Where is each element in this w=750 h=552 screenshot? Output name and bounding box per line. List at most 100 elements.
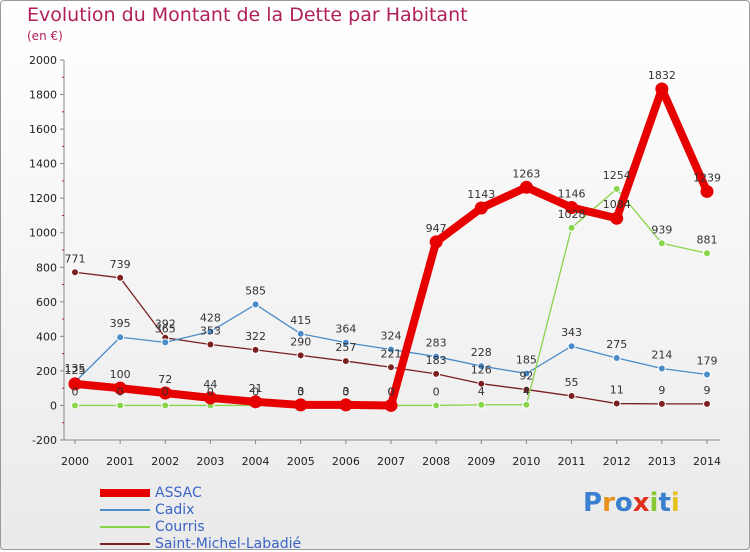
legend-label: Courris xyxy=(155,519,205,535)
data-label: 353 xyxy=(200,324,221,337)
data-point xyxy=(249,395,263,409)
legend-swatch xyxy=(100,489,150,497)
data-label: 92 xyxy=(519,370,533,383)
data-point xyxy=(477,362,486,371)
x-tick-label: 2005 xyxy=(287,455,315,468)
data-point xyxy=(612,353,621,362)
data-label: 0 xyxy=(388,385,395,398)
data-label: 228 xyxy=(471,346,492,359)
data-point xyxy=(657,399,666,408)
data-point xyxy=(522,369,531,378)
data-label: 0 xyxy=(72,385,79,398)
y-tick-label: 1000 xyxy=(29,227,57,240)
data-point xyxy=(432,369,441,378)
data-point xyxy=(657,364,666,373)
y-tick-label: 1400 xyxy=(29,158,57,171)
data-point xyxy=(294,398,308,412)
data-point xyxy=(655,82,669,96)
y-tick-label: -200 xyxy=(32,434,57,447)
y-tick-label: 1600 xyxy=(29,123,57,136)
data-label: 214 xyxy=(651,348,672,361)
data-label: 55 xyxy=(565,376,579,389)
data-point xyxy=(206,340,215,349)
data-point xyxy=(432,352,441,361)
y-tick-label: 800 xyxy=(36,261,57,274)
data-point xyxy=(387,363,395,372)
proxiti-logo: Proxiti xyxy=(583,488,680,518)
data-label: 771 xyxy=(65,252,86,265)
data-point xyxy=(519,180,533,194)
data-label: 183 xyxy=(426,354,447,367)
legend-item: Saint-Michel-Labadié xyxy=(100,536,400,552)
legend-swatch xyxy=(100,526,150,528)
x-tick-label: 2000 xyxy=(61,455,89,468)
legend-label: Cadix xyxy=(155,502,195,518)
data-label: 1239 xyxy=(693,171,721,184)
data-label: 283 xyxy=(426,337,447,350)
data-label: 72 xyxy=(158,373,172,386)
legend-label: ASSAC xyxy=(155,485,202,501)
data-point xyxy=(703,370,711,379)
data-point xyxy=(612,399,621,408)
data-point xyxy=(341,357,350,366)
data-point xyxy=(610,211,624,225)
data-label: 1832 xyxy=(648,69,676,82)
legend-item: ASSAC xyxy=(100,485,400,501)
data-label: 44 xyxy=(203,378,217,391)
data-label: 3 xyxy=(342,385,349,398)
data-point xyxy=(474,201,488,215)
data-label: 275 xyxy=(606,338,627,351)
data-label: 4 xyxy=(523,385,530,398)
legend-item: Courris xyxy=(100,519,400,535)
data-label: 0 xyxy=(162,385,169,398)
data-label: 0 xyxy=(342,385,349,398)
y-tick-label: 1200 xyxy=(29,192,57,205)
x-tick-label: 2014 xyxy=(693,455,721,468)
data-label: 322 xyxy=(245,330,266,343)
data-label: 3 xyxy=(297,385,304,398)
logo-letter: r xyxy=(602,488,615,518)
data-label: 126 xyxy=(471,364,492,377)
y-tick-label: 200 xyxy=(36,365,57,378)
x-tick-label: 2008 xyxy=(422,455,450,468)
data-label: 395 xyxy=(110,317,131,330)
data-label: 11 xyxy=(610,384,624,397)
logo-letter: x xyxy=(632,488,650,518)
x-tick-label: 2001 xyxy=(106,455,134,468)
data-label: 4 xyxy=(478,385,485,398)
x-tick-label: 2013 xyxy=(648,455,676,468)
x-tick-label: 2003 xyxy=(196,455,224,468)
data-point xyxy=(206,327,215,336)
x-tick-label: 2004 xyxy=(242,455,270,468)
data-label: 135 xyxy=(65,362,86,375)
data-label: 324 xyxy=(381,329,402,342)
data-point xyxy=(477,379,486,388)
data-point xyxy=(113,381,127,395)
data-label: 415 xyxy=(290,314,311,327)
legend-swatch xyxy=(100,543,150,545)
data-point xyxy=(567,391,576,400)
y-tick-label: 2000 xyxy=(29,54,57,67)
data-label: 0 xyxy=(388,385,395,398)
data-label: 939 xyxy=(651,223,672,236)
data-point xyxy=(296,329,305,338)
data-point xyxy=(68,377,82,391)
legend-swatch xyxy=(100,509,150,511)
data-label: 290 xyxy=(290,335,311,348)
y-tick-label: 0 xyxy=(50,399,57,412)
data-point xyxy=(161,401,170,410)
data-label: 9 xyxy=(658,384,665,397)
x-tick-label: 2012 xyxy=(603,455,631,468)
data-label: 0 xyxy=(433,385,440,398)
legend-label: Saint-Michel-Labadié xyxy=(155,536,302,552)
data-point xyxy=(522,400,531,409)
data-point xyxy=(71,268,79,277)
data-point xyxy=(116,401,125,410)
data-label: 365 xyxy=(155,322,176,335)
x-tick-label: 2009 xyxy=(467,455,495,468)
data-label: 1263 xyxy=(512,167,540,180)
data-label: 881 xyxy=(697,233,718,246)
data-label: 179 xyxy=(697,355,718,368)
data-label: 1028 xyxy=(558,208,586,221)
data-point xyxy=(203,391,217,405)
